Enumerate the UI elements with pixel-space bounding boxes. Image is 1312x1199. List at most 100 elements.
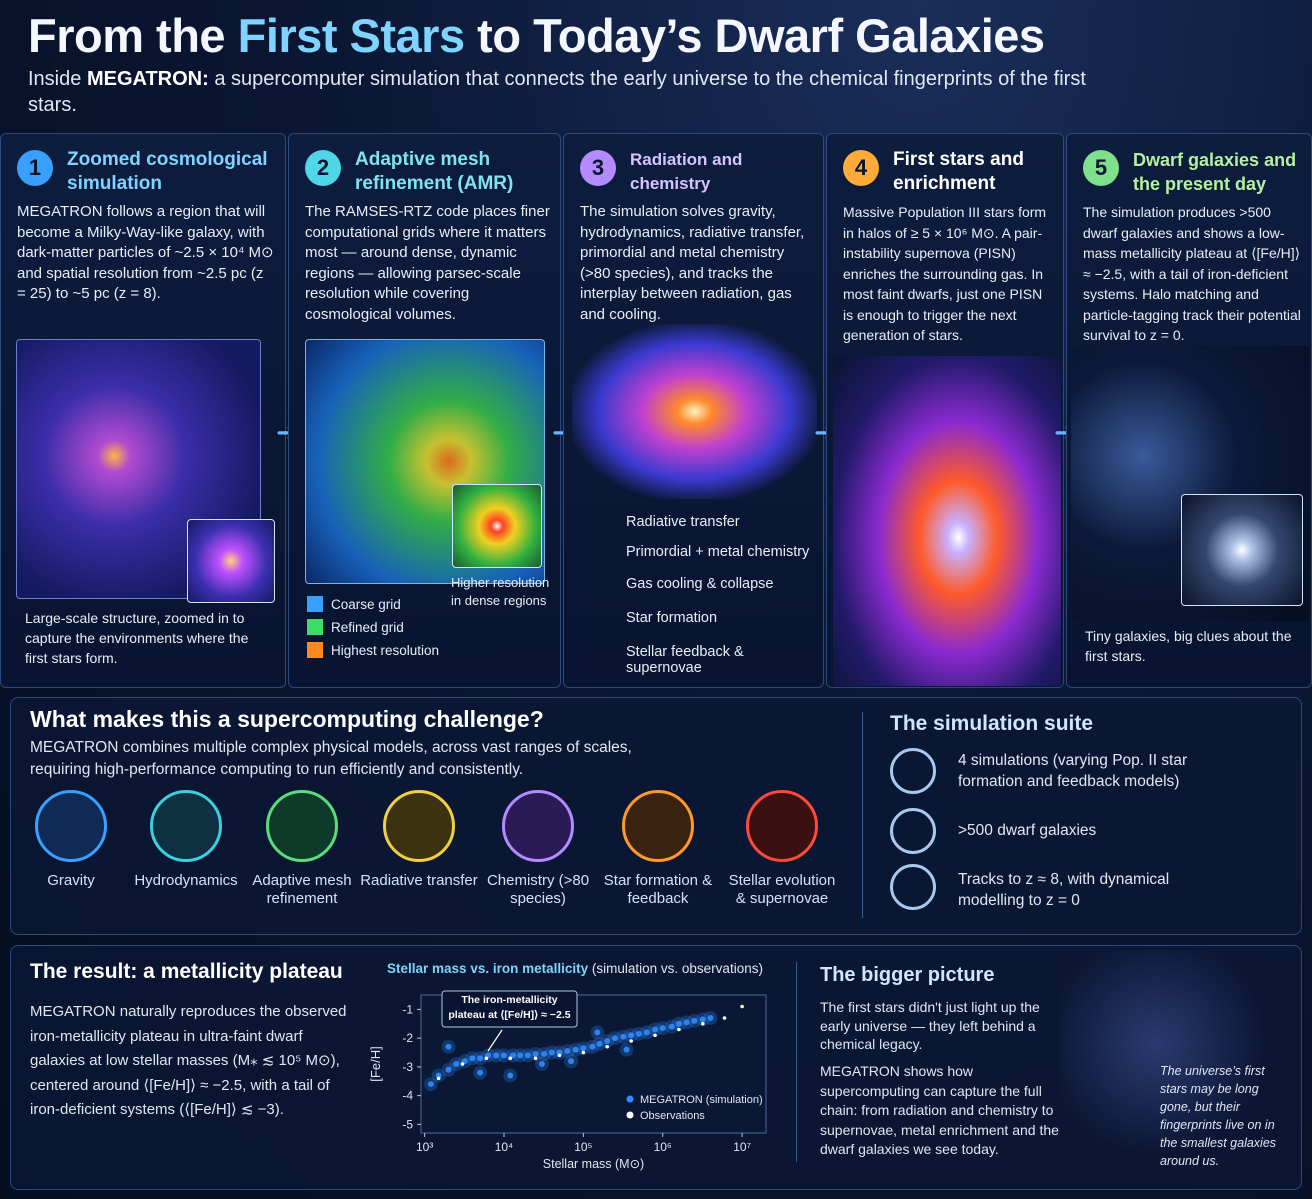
chart: Stellar mass vs. iron metallicity (simul… — [368, 961, 767, 1171]
chart-title: Stellar mass vs. iron metallicity — [387, 961, 589, 976]
step-number: 3 — [580, 150, 616, 186]
refinement-inset — [452, 484, 542, 568]
model-item: Hydrodynamics — [126, 790, 246, 890]
data-point — [501, 1052, 508, 1059]
data-point — [508, 1056, 513, 1061]
data-point — [517, 1052, 524, 1059]
title-part: to Today’s Dwarf Galaxies — [477, 9, 1045, 62]
legend-label: Observations — [640, 1110, 705, 1122]
step-title: First stars and enrichment — [893, 149, 1024, 194]
model-label: Stellar evolution & supernovae — [728, 872, 836, 907]
data-point — [589, 1043, 596, 1050]
suite-item: >500 dwarf galaxies — [958, 822, 1097, 839]
annotation: The iron-metallicity plateau at ⟨[Fe/H]⟩… — [448, 994, 570, 1021]
data-point — [548, 1049, 555, 1056]
legend-marker — [626, 1095, 634, 1103]
radiation-image — [572, 324, 817, 499]
data-point — [677, 1027, 681, 1032]
step-body: The RAMSES-RTZ code places finer computa… — [305, 203, 550, 323]
x-tick-label: 10⁵ — [574, 1140, 592, 1154]
step-caption: Large-scale structure, zoomed in to capt… — [25, 610, 249, 666]
y-tick-label: -1 — [402, 1002, 413, 1016]
divider — [796, 962, 797, 1162]
suite-item: 4 simulations (varying Pop. II star form… — [958, 752, 1188, 790]
process-label: Radiative transfer — [626, 514, 740, 530]
data-point — [652, 1026, 659, 1033]
data-point — [629, 1039, 633, 1043]
data-point — [740, 1004, 744, 1009]
data-point — [524, 1052, 531, 1059]
process-label: Primordial + metal chemistry — [626, 544, 810, 560]
step-title: Dwarf galaxies and the present day — [1133, 150, 1297, 194]
data-point — [594, 1029, 601, 1036]
chart-title: Stellar mass vs. iron metallicity (simul… — [387, 961, 763, 976]
model-label: Gravity — [47, 872, 95, 889]
divider — [862, 712, 863, 918]
data-point — [493, 1052, 500, 1059]
process-label: Star formation — [626, 610, 718, 626]
data-point — [691, 1017, 698, 1024]
data-point — [701, 1021, 705, 1026]
subtitle: Inside MEGATRON: a supercomputer simulat… — [28, 66, 1088, 118]
x-axis-label: Stellar mass (M⊙) — [543, 1157, 644, 1171]
data-point — [484, 1056, 489, 1061]
data-point — [460, 1062, 465, 1066]
data-point — [538, 1061, 545, 1067]
x-tick-label: 10⁴ — [495, 1140, 514, 1154]
legend-label: Highest resolution — [331, 643, 440, 658]
step-number: 4 — [843, 150, 879, 186]
model-label: Adaptive mesh refinement — [252, 872, 352, 907]
step-body: Massive Population III stars form in hal… — [843, 204, 1047, 343]
legend-swatch — [307, 619, 323, 635]
data-point — [604, 1038, 611, 1044]
annotation-arrow — [487, 1029, 503, 1052]
data-point — [572, 1046, 579, 1053]
x-tick-label: 10⁶ — [654, 1140, 672, 1154]
data-point — [605, 1044, 610, 1049]
section-title: The result: a metallicity plateau — [30, 960, 343, 983]
data-point — [623, 1046, 630, 1053]
y-tick-label: -5 — [402, 1117, 413, 1131]
data-point — [628, 1032, 635, 1039]
data-point — [436, 1076, 441, 1081]
data-point — [507, 1072, 514, 1079]
legend-swatch — [307, 642, 323, 658]
legend-label: Refined grid — [331, 620, 404, 635]
section-title: The simulation suite — [890, 712, 1094, 735]
step-title: Radiation and chemistry — [630, 150, 743, 193]
step-panel: 5 Dwarf galaxies and the present day The… — [1066, 133, 1312, 688]
legend-marker — [626, 1111, 634, 1119]
galaxy-image — [1060, 950, 1300, 1186]
annotation-box — [441, 990, 578, 1028]
paragraph: The first stars didn't just light up the… — [820, 999, 1040, 1052]
data-point — [477, 1069, 484, 1076]
data-point — [722, 1016, 727, 1020]
supernova-image — [833, 356, 1061, 686]
data-point — [653, 1033, 657, 1038]
step-number: 2 — [305, 150, 341, 186]
data-point — [445, 1066, 452, 1073]
subtitle-part: Inside — [28, 68, 82, 90]
subtitle-bold: MEGATRON: — [86, 68, 209, 90]
data-point — [510, 1052, 517, 1059]
paragraph: MEGATRON shows how supercomputing can ca… — [820, 1063, 1059, 1157]
model-item: Star formation & feedback — [598, 790, 718, 908]
data-point — [557, 1053, 562, 1058]
data-point — [596, 1040, 603, 1047]
step-number: 1 — [17, 150, 53, 186]
data-point — [469, 1055, 476, 1062]
x-tick-label: 10³ — [416, 1140, 433, 1154]
quote: The universe’s first stars may be long g… — [1160, 1064, 1277, 1168]
data-point — [699, 1016, 706, 1023]
data-point — [635, 1030, 642, 1037]
data-point — [445, 1043, 452, 1050]
data-point — [427, 1081, 434, 1088]
chart-subtitle: (simulation vs. observations) — [592, 961, 763, 976]
galaxy-inset — [1181, 494, 1303, 606]
process-label: Gas cooling & collapse — [626, 576, 774, 592]
legend-swatch — [307, 596, 323, 612]
zoom-inset — [187, 519, 275, 603]
step-body: The simulation produces >500 dwarf galax… — [1083, 204, 1301, 343]
y-axis-label: [Fe/H] — [368, 1046, 383, 1081]
data-point — [683, 1019, 690, 1026]
